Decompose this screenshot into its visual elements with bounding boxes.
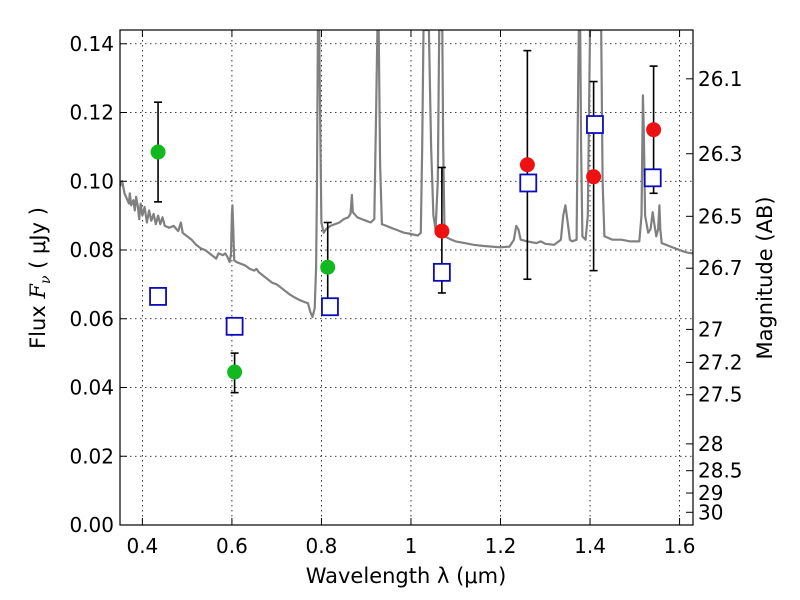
model-square: [225, 316, 244, 336]
y-tick-label: 0.00: [69, 513, 114, 537]
y2-tick-label: 28: [698, 432, 723, 456]
x-tick-label: 0.6: [216, 534, 248, 558]
y-axis-label-sub: ν: [38, 275, 54, 284]
y-axis-label-unit: ( μJy ): [26, 207, 50, 275]
green-point: [227, 364, 243, 380]
grid: [120, 30, 693, 526]
ticks-layer: 0.4 0.6 0.8 1 1.2 1.4 1.6 0.00 0.02 0.04 0.06 0.08 0…: [69, 30, 743, 558]
red-point: [434, 223, 450, 239]
x-tick-label: 0.4: [126, 534, 158, 558]
plot-frame: [119, 29, 694, 526]
y-tick-label: 0.06: [69, 307, 114, 331]
y2-tick-label: 27.2: [698, 350, 743, 374]
model-square: [586, 115, 604, 134]
model-square: [149, 287, 167, 306]
x-tick-label: 1.6: [664, 534, 696, 558]
y2-axis-label: Magnitude (AB): [753, 196, 777, 359]
y-tick-label: 0.10: [69, 169, 114, 193]
red-point: [586, 169, 602, 185]
y-tick-label: 0.12: [69, 101, 114, 125]
x-axis-label: Wavelength λ (μm): [306, 564, 507, 588]
y-tick-label: 0.02: [69, 444, 114, 468]
points-layer: [149, 115, 662, 380]
spectrum-line: [120, 30, 693, 319]
y2-tick-label: 26.7: [698, 256, 743, 280]
y2-tick-label: 29: [698, 481, 723, 505]
x-tick-label: 1: [405, 534, 418, 558]
x-tick-label: 1.4: [574, 534, 606, 558]
spectrum-layer: [120, 30, 693, 319]
y-axis-label: Flux Fν ( μJy ): [26, 207, 54, 349]
y2-tick-label: 27: [698, 317, 723, 341]
y2-tick-label: 26.3: [698, 142, 743, 166]
y-tick-label: 0.04: [69, 376, 114, 400]
y2-tick-label: 26.1: [698, 67, 743, 91]
y-tick-label: 0.14: [69, 32, 114, 56]
model-square: [321, 297, 339, 317]
y-axis-label-symbol: F: [26, 283, 50, 300]
plot-background: [120, 30, 693, 525]
x-tick-label: 1.2: [485, 534, 517, 558]
model-square: [432, 262, 451, 282]
y2-tick-label: 27.5: [698, 383, 743, 407]
green-point: [150, 144, 166, 160]
model-square: [519, 173, 538, 193]
x-tick-label: 0.8: [306, 534, 338, 558]
y-tick-label: 0.08: [69, 238, 114, 262]
y2-tick-label: 28.5: [698, 459, 743, 483]
red-point: [646, 122, 662, 138]
y2-tick-label: 26.5: [698, 204, 743, 228]
green-point: [320, 259, 336, 275]
y-axis-label-prefix: Flux: [26, 299, 50, 349]
model-square: [643, 168, 662, 188]
red-point: [519, 157, 535, 173]
y2-tick-label: 30: [698, 500, 723, 524]
